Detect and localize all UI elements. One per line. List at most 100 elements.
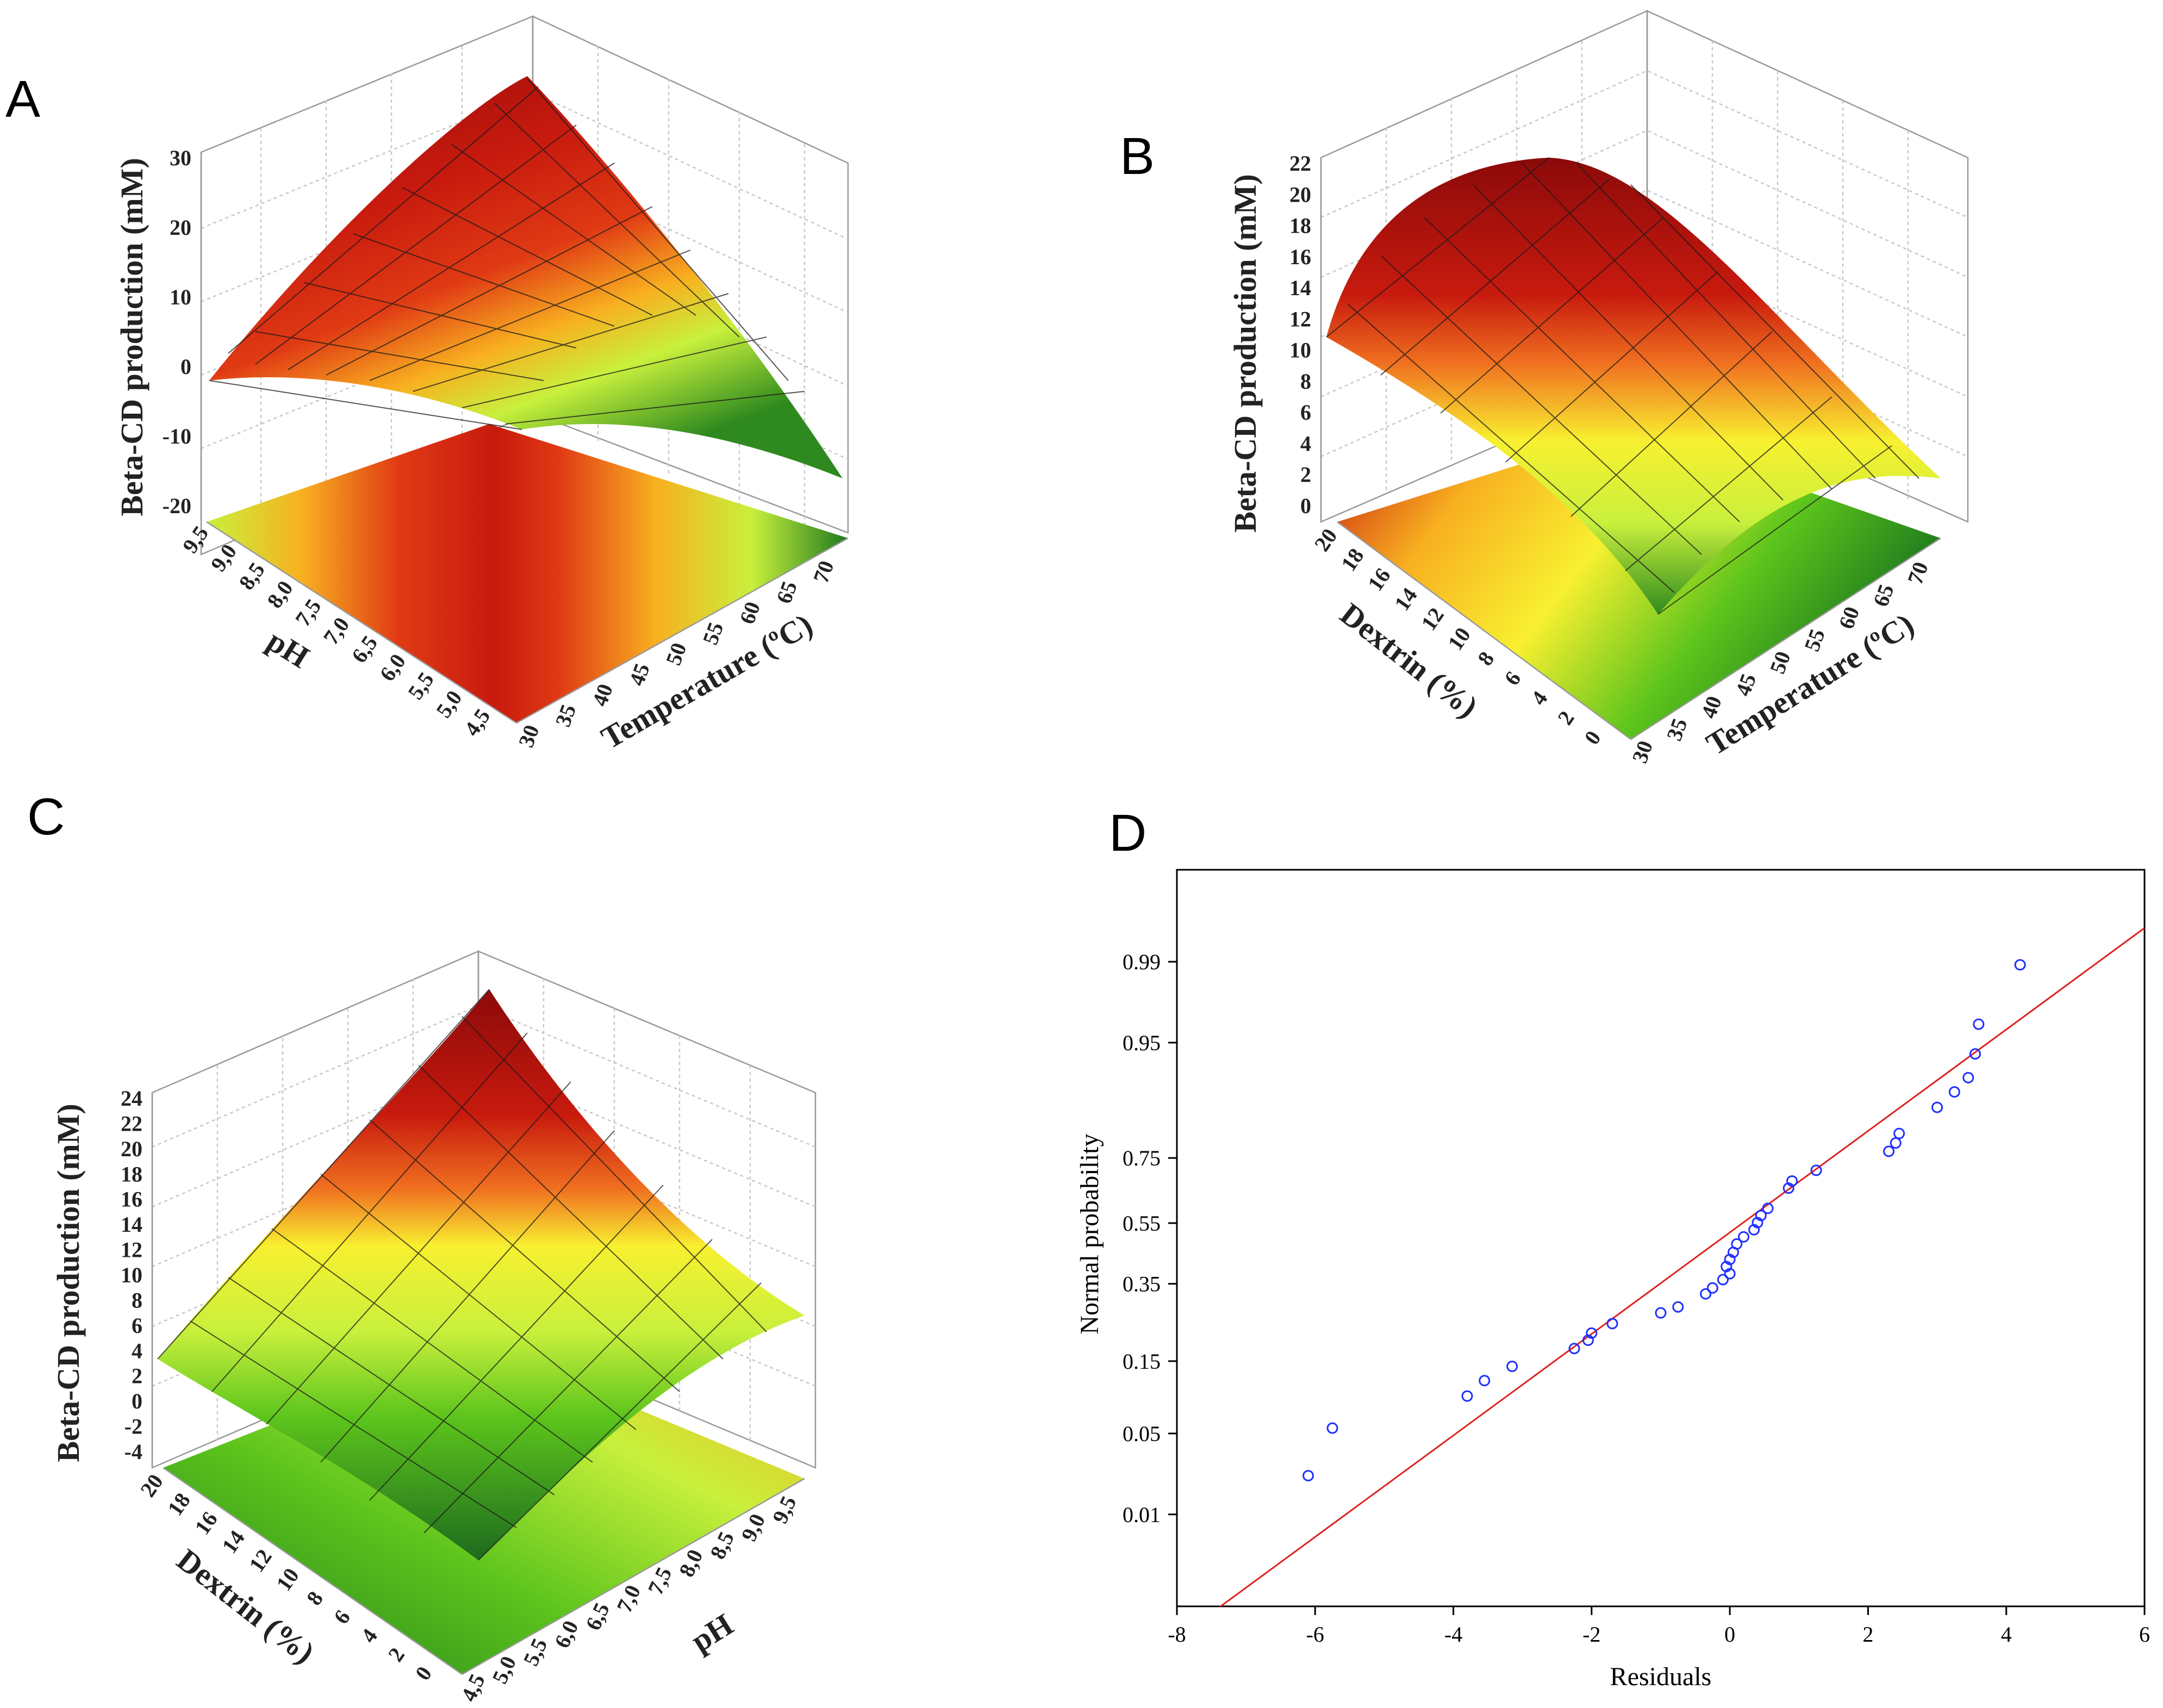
panel-b-z-tick: 18 xyxy=(1289,214,1311,238)
panel-c-z-tick: 10 xyxy=(121,1263,142,1287)
panel-c-z-tick: 2 xyxy=(132,1364,142,1388)
panel-b-x-tick: 70 xyxy=(1903,559,1933,588)
panel-d-point xyxy=(1479,1375,1491,1387)
panel-b-y-tick: 8 xyxy=(1473,647,1499,670)
panel-d-y-ticks: 0.01 0.05 0.15 0.35 0.55 0.75 0.95 0.99 xyxy=(1123,950,1177,1527)
panel-a-y-tick: 6,0 xyxy=(375,649,410,685)
panel-b-x-tick: 40 xyxy=(1696,693,1726,721)
panel-a-z-ticks: -20 -10 0 10 20 30 xyxy=(163,146,191,518)
panel-d-point xyxy=(1893,1127,1905,1139)
panel-a-response-surface xyxy=(209,76,843,478)
panel-c-z-tick: 6 xyxy=(132,1313,142,1338)
panel-c-y-tick: 2 xyxy=(383,1643,409,1666)
panel-c-z-tick: 16 xyxy=(121,1187,142,1212)
panel-d-label: D xyxy=(1109,804,1146,862)
panel-d-y-tick-label: 0.15 xyxy=(1123,1349,1161,1374)
panel-b-x-tick: 60 xyxy=(1834,603,1864,632)
panel-b-z-tick: 0 xyxy=(1300,494,1311,518)
panel-c-z-tick: 8 xyxy=(132,1288,142,1312)
panel-d-y-tick-label: 0.01 xyxy=(1123,1503,1161,1527)
panel-d-y-tick-label: 0.35 xyxy=(1123,1272,1161,1296)
panel-a-x-tick: 70 xyxy=(808,557,839,586)
panel-d-point xyxy=(1717,1274,1729,1286)
panel-d: D -8 -6 -4 -2 0 2 4 6 0.010.050.150.350.550.750… xyxy=(1075,804,2150,1691)
panel-d-y-tick-label: 0.99 xyxy=(1123,950,1161,974)
panel-d-point xyxy=(1755,1210,1767,1221)
panel-d-point xyxy=(1606,1318,1618,1330)
panel-c-x-title: pH xyxy=(685,1606,739,1659)
panel-d-point xyxy=(1706,1282,1718,1294)
panel-a-y-axis xyxy=(206,521,517,724)
panel-d-x-tick-label: -8 xyxy=(1168,1622,1186,1647)
panel-b-wall-grid xyxy=(1320,41,1968,500)
panel-d-point xyxy=(1655,1307,1667,1319)
panel-d-fit-line-group xyxy=(1219,927,2145,1606)
panel-c-z-tick: 12 xyxy=(121,1238,142,1262)
panel-d-point xyxy=(1672,1301,1684,1313)
panel-b-z-tick: 6 xyxy=(1300,400,1311,425)
panel-b-y-tick: 10 xyxy=(1443,623,1475,655)
panel-d-point xyxy=(1969,1048,1981,1060)
panel-b-z-tick: 20 xyxy=(1289,182,1311,207)
panel-c-y-tick: 8 xyxy=(302,1587,328,1610)
panel-b-z-ticks: 0 2 4 6 8 10 12 14 16 18 20 22 xyxy=(1289,151,1311,518)
panel-d-point xyxy=(1586,1327,1598,1339)
panel-b-y-axis xyxy=(1337,521,1631,740)
panel-a-y-tick: 7,0 xyxy=(319,613,354,649)
panel-a-y-tick: 5,5 xyxy=(403,668,439,704)
panel-a-x-tick: 35 xyxy=(550,701,581,730)
panel-d-y-tick-label: 0.05 xyxy=(1123,1422,1161,1446)
panel-c-z-tick: 14 xyxy=(121,1212,142,1237)
panel-d-x-title: Residuals xyxy=(1610,1662,1712,1691)
panel-d-point xyxy=(2014,959,2026,971)
panel-c-y-tick: 20 xyxy=(135,1469,168,1501)
panel-a-z-tick: 20 xyxy=(170,215,191,240)
panel-c-y-tick: 6 xyxy=(329,1605,355,1628)
panel-b-z-tick: 2 xyxy=(1300,463,1311,487)
panel-d-points xyxy=(1302,959,2026,1482)
panel-d-point xyxy=(1962,1071,1974,1083)
panel-b-surface-mesh xyxy=(1326,157,1919,615)
panel-b-x-axis xyxy=(1630,537,1941,740)
panel-c-z-tick: 4 xyxy=(132,1338,142,1363)
panel-b-z-tick: 10 xyxy=(1289,338,1311,363)
panel-c-y-tick: 18 xyxy=(163,1488,195,1520)
panel-d-point xyxy=(1948,1086,1960,1098)
panel-d-x-tick-label: 6 xyxy=(2139,1622,2150,1647)
panel-b-x-tick: 30 xyxy=(1627,738,1657,766)
panel-d-x-tick-label: -2 xyxy=(1582,1622,1600,1647)
panel-b-y-tick: 16 xyxy=(1363,564,1395,596)
panel-d-point xyxy=(1762,1202,1774,1214)
panel-c-z-tick: -4 xyxy=(124,1439,142,1464)
panel-c-z-tick: 18 xyxy=(121,1162,142,1186)
panel-d-y-tick-label: 0.95 xyxy=(1123,1031,1161,1055)
panel-c-y-tick: 4 xyxy=(356,1624,382,1647)
panel-c-response-surface xyxy=(158,989,805,1560)
panel-b-y-tick: 14 xyxy=(1389,583,1422,615)
panel-a-x-tick: 30 xyxy=(514,722,544,751)
panel-c-y-axis xyxy=(163,1467,463,1675)
panel-b-z-tick: 14 xyxy=(1289,276,1311,300)
panel-c-z-tick: 22 xyxy=(121,1111,142,1136)
panel-b-z-tick: 22 xyxy=(1289,151,1311,176)
panel-a-label: A xyxy=(5,70,40,128)
panel-b-z-tick: 12 xyxy=(1289,307,1311,331)
panel-c-y-tick: 14 xyxy=(217,1526,250,1558)
panel-d-point xyxy=(1302,1470,1314,1482)
panel-d-point xyxy=(1810,1164,1822,1176)
panel-b-label: B xyxy=(1120,127,1155,185)
panel-b-x-tick: 45 xyxy=(1730,670,1761,699)
panel-a-y-tick: 4,5 xyxy=(459,704,495,740)
panel-b-x-tick: 35 xyxy=(1662,715,1692,744)
panel-d-x-tick-label: 2 xyxy=(1862,1622,1873,1647)
panel-b-y-tick: 20 xyxy=(1310,524,1342,556)
panel-b-y-tick: 4 xyxy=(1526,687,1552,709)
panel-d-y-title: Normal probability xyxy=(1075,1133,1104,1334)
panel-a-y-tick: 9,0 xyxy=(206,540,242,576)
panel-c-z-tick: 20 xyxy=(121,1137,142,1161)
panel-a-y-tick: 5,0 xyxy=(431,686,467,722)
